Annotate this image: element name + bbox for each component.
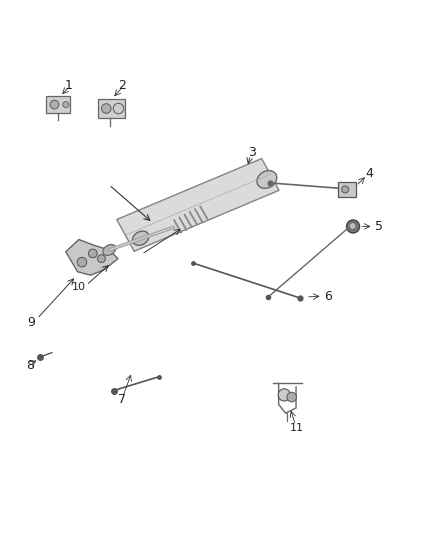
Text: 5: 5 [375,220,383,233]
Bar [338,182,356,197]
Circle shape [50,100,59,109]
Text: 7: 7 [118,393,127,406]
Circle shape [63,102,69,108]
Ellipse shape [132,231,149,245]
Circle shape [278,389,290,401]
Text: 1: 1 [65,79,73,92]
Text: 9: 9 [27,316,35,329]
Circle shape [102,104,111,114]
Circle shape [342,186,349,193]
Circle shape [88,249,97,258]
Circle shape [349,223,356,230]
Polygon shape [66,239,118,275]
Circle shape [77,257,87,267]
Text: 3: 3 [248,146,256,159]
Ellipse shape [103,245,116,255]
Text: 6: 6 [324,289,332,303]
Text: 8: 8 [26,359,34,372]
Bar [46,96,70,113]
Text: 4: 4 [365,167,373,180]
Circle shape [287,392,297,402]
Text: 10: 10 [72,281,86,292]
Circle shape [346,220,360,233]
Ellipse shape [257,171,277,188]
Circle shape [98,255,106,263]
Text: 11: 11 [290,423,304,433]
Polygon shape [117,158,279,251]
Text: 2: 2 [118,79,126,92]
Circle shape [113,103,124,114]
Bar [99,99,124,118]
